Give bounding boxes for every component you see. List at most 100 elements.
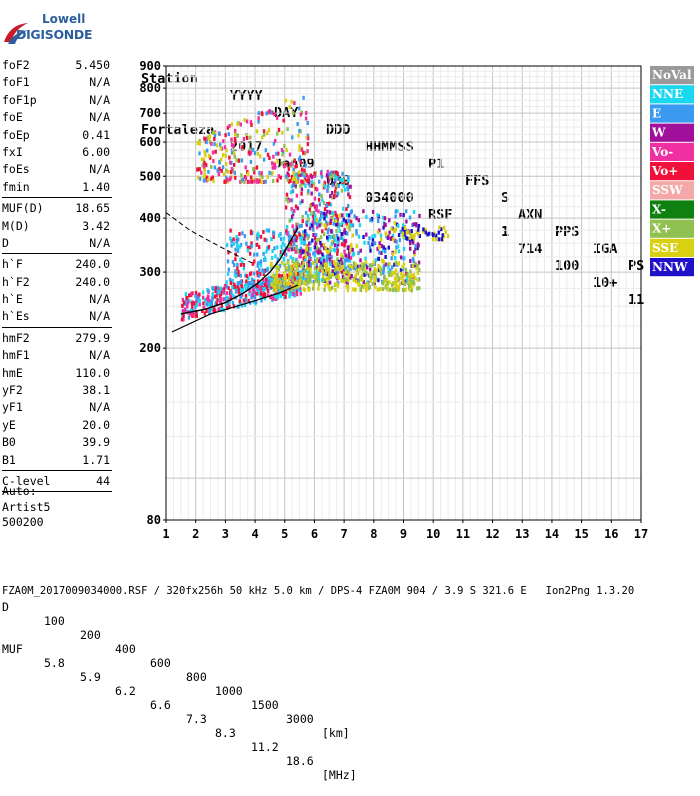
echo-point [241, 177, 244, 182]
echo-point [267, 228, 271, 233]
echo-point [241, 145, 244, 150]
param-value: 110.0 [75, 365, 110, 380]
echo-point [243, 234, 247, 239]
param-label: foF1p [2, 92, 37, 107]
echo-point [263, 132, 266, 137]
echo-point [230, 290, 233, 295]
echo-point [286, 260, 290, 265]
echo-point [331, 235, 334, 240]
profile-curves [165, 212, 299, 333]
echo-point [284, 98, 287, 103]
echo-point [371, 273, 374, 278]
distance-value: 800 [186, 670, 207, 684]
echo-point [203, 168, 206, 173]
echo-point [309, 204, 312, 209]
echo-point [287, 234, 290, 239]
echo-point [303, 239, 307, 244]
echo-point [307, 280, 310, 285]
echo-point [315, 262, 318, 267]
echo-point [332, 247, 335, 252]
echo-point [405, 209, 408, 214]
echo-point [301, 179, 304, 184]
echo-point [314, 277, 317, 282]
param-row-fmin: fmin 1.40 [2, 179, 110, 196]
echo-point [282, 292, 285, 296]
echo-point [237, 288, 240, 293]
echo-point [227, 267, 230, 272]
echo-point [282, 281, 286, 286]
echo-point [317, 197, 321, 202]
echo-point [337, 184, 340, 189]
echo-point [334, 189, 337, 194]
legend-label: W [651, 126, 666, 140]
echo-point [250, 244, 253, 249]
echo-point [264, 258, 267, 262]
echo-point [301, 233, 304, 238]
echo-point [301, 214, 304, 219]
echo-point [248, 147, 251, 152]
echo-point [393, 281, 396, 286]
echo-point [413, 233, 416, 238]
echo-point [263, 291, 266, 296]
echo-point [294, 204, 298, 209]
echo-point [401, 231, 405, 236]
distance-label: D [2, 600, 9, 614]
param-value: 18.65 [75, 201, 110, 216]
echo-point [302, 274, 305, 279]
echo-point [307, 180, 310, 185]
echo-point [357, 251, 360, 256]
param-row-foe: foE N/A [2, 109, 110, 126]
echo-point [268, 109, 271, 114]
echo-point [233, 136, 237, 141]
echo-point [334, 178, 337, 183]
echo-point [333, 248, 337, 253]
echo-point [205, 309, 208, 313]
auto-version: 500200 [2, 515, 44, 529]
echo-point [351, 223, 355, 228]
echo-point [360, 284, 364, 289]
echo-point [328, 257, 331, 262]
echo-point [304, 183, 307, 188]
echo-point [272, 283, 275, 288]
echo-point [330, 170, 333, 175]
echo-point [362, 235, 365, 239]
echo-point [232, 143, 235, 148]
echo-point [313, 236, 317, 241]
param-value: 20.0 [82, 417, 110, 432]
param-row-hmf2: hmF2 279.9 [2, 330, 110, 347]
echo-point [404, 279, 407, 284]
echo-point [258, 171, 261, 176]
echo-point [256, 261, 260, 266]
echo-point [312, 283, 315, 288]
legend-label: Vo- [651, 145, 673, 159]
echo-point [310, 273, 314, 278]
echo-point [308, 207, 311, 212]
echo-point [231, 260, 235, 265]
echo-point [217, 172, 221, 177]
echo-point [412, 273, 415, 278]
echo-point [188, 299, 191, 304]
echo-point [311, 220, 314, 225]
echo-point [275, 151, 278, 156]
echo-point [202, 178, 206, 183]
echo-point [362, 284, 365, 289]
param-label: h`Es [2, 309, 30, 324]
echo-point [326, 203, 329, 208]
echo-point [279, 250, 283, 255]
param-value: N/A [89, 92, 110, 107]
echo-point [343, 276, 346, 281]
echo-point [355, 244, 358, 249]
echo-point [357, 234, 361, 239]
echo-point [285, 290, 288, 295]
echo-point [229, 228, 232, 233]
echo-point [334, 219, 338, 224]
echo-point [400, 275, 404, 280]
echo-point [249, 281, 252, 285]
echo-point [283, 295, 286, 300]
echo-point [198, 141, 201, 146]
echo-point [346, 276, 349, 281]
param-row-foes: foEs N/A [2, 161, 110, 178]
echo-point [307, 136, 310, 141]
x-tick-label: 4 [251, 527, 258, 541]
echo-point [313, 173, 316, 178]
